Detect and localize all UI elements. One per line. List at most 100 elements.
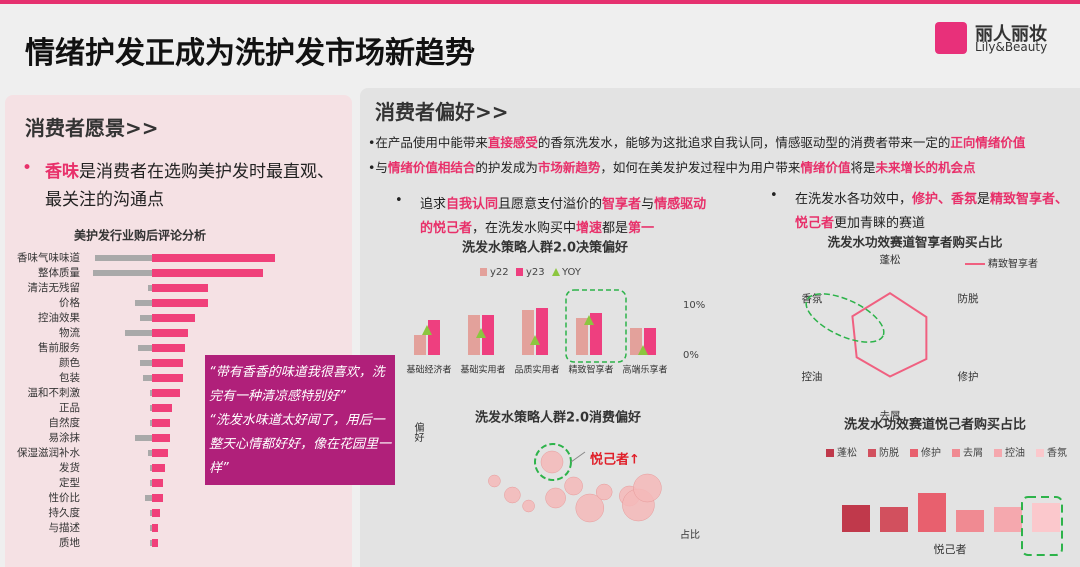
category-label: 定型 — [59, 476, 80, 489]
bar — [152, 449, 168, 457]
text-run: •与 — [368, 160, 388, 175]
bar — [152, 464, 165, 472]
bar — [150, 390, 152, 396]
legend-swatch — [552, 268, 560, 276]
legend-label: 蓬松 — [837, 446, 857, 459]
bar — [152, 524, 158, 532]
yoy-marker — [422, 325, 432, 335]
category-label: 与描述 — [49, 521, 81, 534]
bar — [522, 310, 534, 355]
left-bullet-dot: • — [22, 158, 33, 178]
sub-bullet: 在洗发水各功效中，修护、香氛是精致智享者、悦己者更加青睐的赛道 — [795, 188, 1075, 236]
bar — [140, 315, 152, 321]
bar — [148, 285, 152, 291]
text-run: 在洗发水各功效中， — [795, 192, 913, 207]
bar — [150, 405, 152, 411]
text-run: 是消费者在选购美护发时最直观、最关注的沟通点 — [45, 162, 334, 210]
bar — [152, 284, 208, 292]
bar — [152, 359, 183, 367]
text-run: 追求 — [420, 197, 447, 212]
logo-icon — [935, 22, 967, 54]
bar — [536, 308, 548, 355]
bar — [138, 345, 152, 351]
bullet-dot: • — [395, 193, 403, 208]
legend-label: YOY — [561, 267, 582, 278]
x-tick-label: 基础经济者 — [406, 364, 451, 376]
bar — [140, 360, 152, 366]
bar — [482, 315, 494, 355]
insight-line: •与情绪价值相结合的护发成为市场新趋势，如何在美发护发过程中为用户带来情绪价值将… — [368, 157, 1080, 176]
chart-title: 洗发水策略人群2.0消费偏好 — [475, 410, 641, 426]
chart-title: 洗发水功效赛道悦己者购买占比 — [844, 417, 1026, 433]
bar — [150, 480, 152, 486]
category-label: 清洁无残留 — [28, 281, 81, 294]
text-run: 修护、香氛 — [912, 192, 978, 207]
highlight-box — [1021, 496, 1063, 556]
legend-label: 修护 — [921, 446, 941, 459]
text-run: 都是 — [602, 221, 629, 236]
x-tick-label: 高端乐享者 — [622, 364, 667, 376]
legend-swatch — [826, 449, 834, 457]
radar-axis-label: 修护 — [958, 370, 979, 383]
bubble — [545, 487, 566, 509]
bar — [152, 389, 180, 397]
bar — [150, 525, 152, 531]
chart-title: 洗发水功效赛道智享者购买占比 — [827, 235, 1003, 250]
left-heading: 消费者愿景>> — [25, 116, 159, 140]
quote: “带有香香的味道我很喜欢，洗完有一种清凉感特别好” — [209, 365, 385, 404]
highlight-ellipse — [805, 293, 885, 343]
bar — [152, 314, 195, 322]
text-run: 精致智享者、悦己者 — [795, 192, 1069, 231]
bar — [152, 539, 158, 547]
bar — [590, 313, 602, 355]
right-heading: 消费者偏好>> — [375, 100, 509, 124]
legend-swatch — [952, 449, 960, 457]
bar — [145, 495, 152, 501]
bar — [152, 374, 183, 382]
y2-tick-label: 10% — [683, 300, 705, 311]
radar-axis-label: 控油 — [801, 370, 822, 383]
text-run: •在产品使用中能带来 — [368, 135, 488, 150]
bar — [143, 375, 152, 381]
text-run: 与 — [641, 197, 655, 212]
legend-swatch — [1036, 449, 1044, 457]
category-label: 价格 — [59, 296, 80, 309]
bubble — [564, 476, 583, 496]
bar — [994, 507, 1022, 532]
bar — [1032, 503, 1060, 532]
bar — [630, 328, 642, 355]
text-run: 第一 — [628, 221, 655, 236]
axis-label: 占比 — [680, 528, 700, 541]
x-tick-label: 品质实用者 — [514, 364, 559, 376]
slide-title: 情绪护发正成为洗护发市场新趋势 — [25, 36, 475, 71]
legend-swatch — [516, 268, 523, 276]
bar — [125, 330, 152, 336]
bar — [428, 320, 440, 355]
text-run: 是 — [977, 192, 991, 207]
text-run: 的香氛洗发水，能够为这批追求自我认同，情感驱动型的消费者带来一定的 — [537, 135, 951, 150]
left-bullet: 香味是消费者在选购美护发时最直观、最关注的沟通点 — [45, 158, 335, 214]
category-label: 控油效果 — [38, 311, 80, 324]
bar — [152, 419, 170, 427]
bar — [135, 435, 152, 441]
logo-cn: 丽人丽妆 — [975, 24, 1047, 45]
bar — [468, 315, 480, 355]
legend-label: 防脱 — [879, 446, 899, 459]
axis-label: 偏好 — [412, 421, 424, 443]
bar — [150, 465, 152, 471]
top-stripe — [0, 0, 1080, 4]
legend-swatch — [868, 449, 876, 457]
category-label: 颜色 — [59, 356, 80, 369]
text-run: 的护发成为 — [475, 160, 538, 175]
bubble — [504, 486, 521, 504]
bar — [150, 540, 152, 546]
text-run: 香味 — [45, 162, 79, 182]
text-run: 且愿意支付溢价的 — [498, 197, 603, 212]
yoy-marker — [638, 345, 648, 355]
bar — [150, 510, 152, 516]
text-run: 正向情绪价值 — [950, 135, 1026, 150]
text-run: 将是 — [850, 160, 876, 175]
x-tick-label: 精致智享者 — [568, 364, 613, 376]
